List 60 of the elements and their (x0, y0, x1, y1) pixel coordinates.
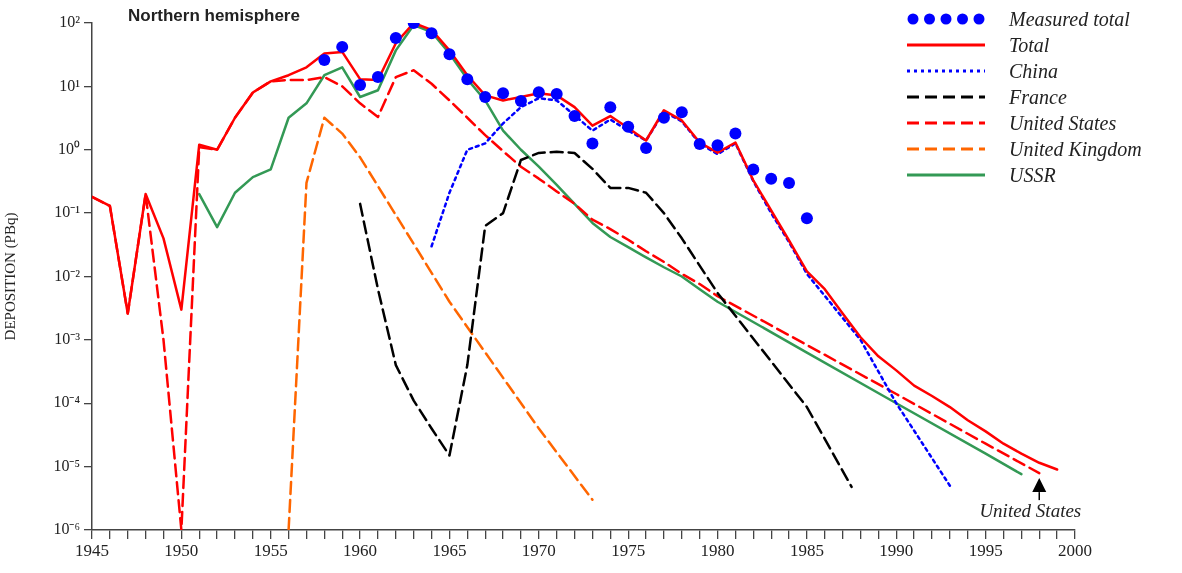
point (461, 73, 474, 86)
x-tick-label: 1945 (75, 540, 109, 560)
x-tick-label: 1985 (789, 540, 824, 560)
legend-label: Total (1009, 33, 1050, 57)
x-tick-label: 1990 (879, 540, 914, 560)
point (747, 163, 760, 176)
point (497, 87, 510, 100)
legend-label: France (1009, 85, 1067, 109)
legend-label: United Kingdom (1009, 137, 1142, 161)
point (800, 212, 813, 225)
point (336, 40, 349, 53)
point (532, 86, 545, 99)
annotation: United States (979, 499, 1082, 521)
legend-label: China (1009, 59, 1058, 83)
point (443, 48, 456, 61)
point (514, 94, 527, 107)
y-tick-label: 10⁰ (58, 139, 80, 157)
point (550, 87, 563, 100)
point (604, 101, 617, 114)
legend-label: United States (1009, 111, 1117, 135)
line-series (358, 150, 853, 489)
y-tick-label: 10¹ (59, 76, 81, 94)
point (622, 120, 635, 133)
point (354, 79, 367, 92)
y-tick-label: 10⁻⁵ (53, 456, 80, 474)
y-tick-label: 10² (59, 13, 81, 31)
chart-title: Northern hemisphere (128, 6, 300, 26)
x-tick-label: 1975 (611, 540, 646, 560)
y-tick-label: 10⁻² (54, 266, 81, 284)
point (640, 141, 653, 154)
y-tick-label: 10⁻³ (54, 330, 81, 348)
y-axis-title: DEPOSITION (PBq) (1, 212, 19, 341)
x-tick-label: 1950 (164, 540, 199, 560)
point (729, 127, 742, 140)
point (586, 137, 599, 150)
legend-label: USSR (1009, 163, 1056, 187)
point (783, 176, 796, 189)
y-tick-label: 10⁻⁶ (53, 520, 80, 538)
point (711, 139, 724, 152)
y-tick-label: 10⁻¹ (54, 203, 81, 221)
point (765, 172, 778, 185)
point (693, 138, 706, 151)
point (389, 31, 402, 44)
x-tick-label: 1965 (432, 540, 467, 560)
x-tick-label: 1960 (343, 540, 378, 560)
x-tick-label: 1955 (253, 540, 288, 560)
point (425, 27, 438, 40)
point (371, 71, 384, 84)
x-tick-label: 1970 (521, 540, 556, 560)
x-tick-label: 1995 (968, 540, 1003, 560)
x-tick-label: 2000 (1058, 540, 1092, 560)
line-series (287, 116, 594, 530)
point (479, 90, 492, 103)
y-tick-label: 10⁻⁴ (53, 393, 81, 411)
point (318, 54, 331, 67)
x-tick-label: 1980 (700, 540, 735, 560)
point (675, 106, 688, 119)
point (657, 111, 670, 124)
legend-label: Measured total (1009, 7, 1130, 31)
point (568, 110, 581, 123)
